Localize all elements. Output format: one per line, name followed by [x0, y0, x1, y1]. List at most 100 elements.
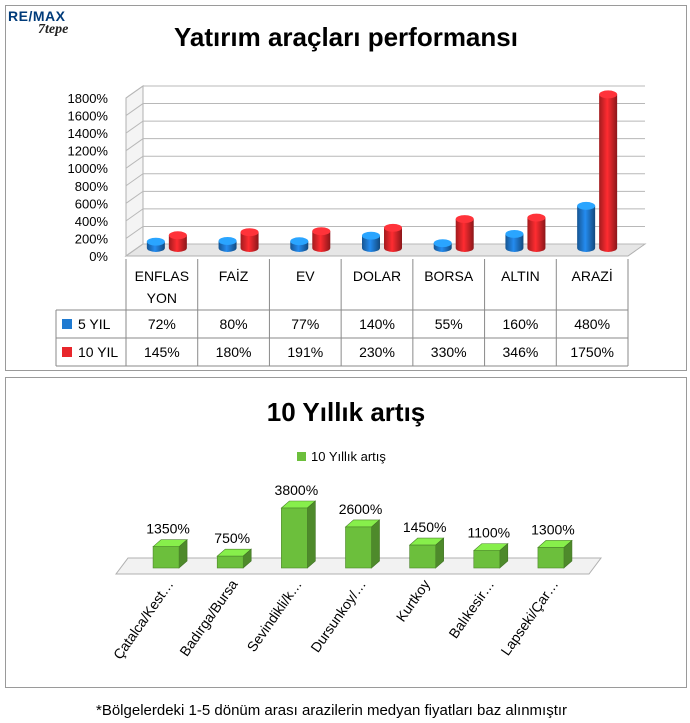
bar-10yil-body [527, 217, 546, 252]
data-label: 1350% [146, 521, 190, 537]
gridline [125, 103, 645, 116]
legend-swatch [62, 347, 72, 357]
table-cell-value: 145% [144, 344, 180, 360]
data-label: 2600% [339, 501, 383, 517]
bar-10yil-body [455, 219, 474, 252]
table-cell-value: 55% [435, 316, 463, 332]
bar-5yil [362, 231, 380, 252]
gridline [125, 85, 645, 99]
gridline [125, 138, 645, 152]
gridline [125, 243, 645, 257]
bar-10yil [312, 227, 331, 252]
bar [344, 519, 381, 569]
bar-10yil-body [168, 235, 187, 252]
x-tick-label: BORSA [424, 268, 474, 284]
data-label: 1450% [403, 519, 447, 535]
bar-10yil-top [455, 215, 474, 223]
bar-5yil [146, 237, 165, 252]
logo-brand: RE/MAX [8, 8, 66, 24]
x-tick-label: Dursunkoy/… [307, 577, 369, 656]
bar [408, 537, 445, 569]
legend-label: 5 YIL [78, 316, 111, 332]
bar-10yil [599, 90, 618, 252]
gridline [125, 208, 645, 222]
chart-title-growth: 10 Yıllık artış [266, 397, 426, 427]
bar-10yil-top [599, 90, 618, 99]
data-label: 1100% [468, 525, 511, 541]
bar-5yil-body [362, 235, 380, 252]
x-tick-label: Balıkesir… [445, 577, 497, 642]
x-tick-label: Lapseki/Çar… [497, 577, 561, 659]
bar-10yil-body [384, 227, 402, 252]
bar-10yil-body [240, 232, 259, 252]
table-cell-value: 346% [503, 344, 539, 360]
bar-10yil-top [384, 223, 402, 232]
y-tick-label: 0% [89, 249, 108, 264]
y-tick-label: 1400% [68, 126, 109, 141]
bar-10yil-top [168, 231, 187, 240]
legend-label: 10 YIL [78, 344, 118, 360]
bar-10yil [240, 228, 259, 252]
gridline [125, 225, 645, 239]
data-label: 3800% [275, 482, 319, 498]
bar-10yil-top [312, 227, 331, 236]
bar-front [152, 546, 180, 569]
bar-10yil [384, 223, 402, 252]
bar-5yil [577, 201, 596, 252]
bar-5yil [218, 237, 237, 252]
bar [216, 548, 253, 569]
y-tick-label: 1200% [68, 144, 109, 159]
x-tick-label: ALTIN [501, 268, 540, 284]
legend-swatch [297, 452, 306, 461]
bar-side [371, 519, 380, 569]
table-cell-value: 80% [220, 316, 248, 332]
bar-front [345, 526, 372, 569]
bar [280, 500, 317, 569]
data-label: 750% [214, 530, 250, 546]
y-tick-label: 600% [75, 196, 109, 211]
bar-10yil-body [599, 94, 618, 252]
x-tick-label: EV [296, 268, 315, 284]
x-tick-label: ENFLAS [135, 268, 189, 284]
logo-office: 7tepe [38, 22, 69, 37]
gridline [125, 173, 645, 187]
bar-5yil-top [433, 239, 452, 248]
table-cell-value: 480% [574, 316, 610, 332]
bar-5yil [290, 237, 309, 252]
y-tick-label: 800% [75, 179, 109, 194]
bar [537, 539, 573, 569]
table-cell-value: 140% [359, 316, 395, 332]
footnote: *Bölgelerdeki 1-5 dönüm arası arazilerin… [96, 702, 568, 719]
gridline [125, 155, 645, 169]
bar-10yil [527, 213, 546, 252]
bar-5yil-top [218, 237, 237, 245]
x-tick-label: ARAZİ [572, 267, 613, 284]
x-tick-label: FAİZ [219, 267, 249, 284]
bar-5yil-body [505, 233, 524, 252]
bar-front [281, 507, 308, 569]
bar-5yil-top [577, 201, 596, 210]
bar-front [216, 555, 244, 569]
side-wall [125, 85, 144, 257]
bar-5yil-top [505, 229, 524, 238]
bar-front [537, 547, 565, 569]
bar-5yil [505, 229, 524, 252]
table-cell-value: 180% [216, 344, 252, 360]
y-tick-label: 1800% [68, 91, 109, 106]
bar-5yil-top [362, 231, 380, 240]
y-tick-label: 400% [75, 214, 109, 229]
table-cell-value: 160% [503, 316, 539, 332]
bar-5yil [433, 239, 452, 252]
remax-logo: RE/MAX 7tepe [8, 8, 80, 44]
table-cell-value: 230% [359, 344, 395, 360]
table-cell-value: 191% [287, 344, 323, 360]
x-tick-label: YON [147, 290, 177, 306]
gridline [125, 190, 645, 204]
bar-side [307, 500, 316, 569]
bar-10yil-body [312, 231, 331, 252]
bar-front [473, 550, 501, 569]
table-cell-value: 72% [148, 316, 176, 332]
legend-swatch [62, 319, 72, 329]
legend-label: 10 Yıllık artış [311, 449, 386, 464]
